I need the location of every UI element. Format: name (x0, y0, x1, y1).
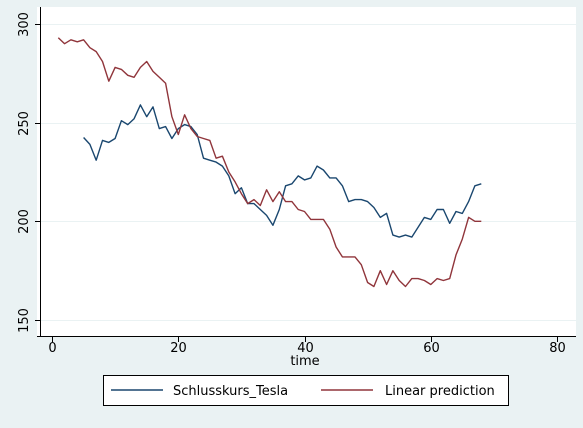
grid-layer (41, 24, 576, 321)
x-tick-label-20: 20 (170, 341, 187, 356)
x-tick-label-80: 80 (549, 341, 566, 356)
x-tick-label-40: 40 (297, 341, 314, 356)
series-layer (57, 37, 482, 288)
plot-area (37, 7, 576, 337)
series-line-linear-prediction (57, 37, 482, 288)
legend-box (103, 375, 509, 406)
legend-label-schlusskurs-tesla: Schlusskurs_Tesla (173, 384, 288, 399)
x-axis-label: time (290, 354, 319, 369)
y-tick-label-150: 150 (17, 308, 32, 333)
legend: Schlusskurs_Tesla Linear prediction (103, 375, 509, 406)
y-tick-label-250: 250 (17, 111, 32, 136)
x-tick-label-60: 60 (423, 341, 440, 356)
x-tick-label-0: 0 (48, 341, 56, 356)
y-tick-label-300: 300 (17, 12, 32, 37)
legend-label-linear-prediction: Linear prediction (385, 384, 495, 399)
axis-layer: 150 200 250 300 0 20 40 60 80 (17, 12, 566, 356)
y-tick-label-200: 200 (17, 209, 32, 234)
